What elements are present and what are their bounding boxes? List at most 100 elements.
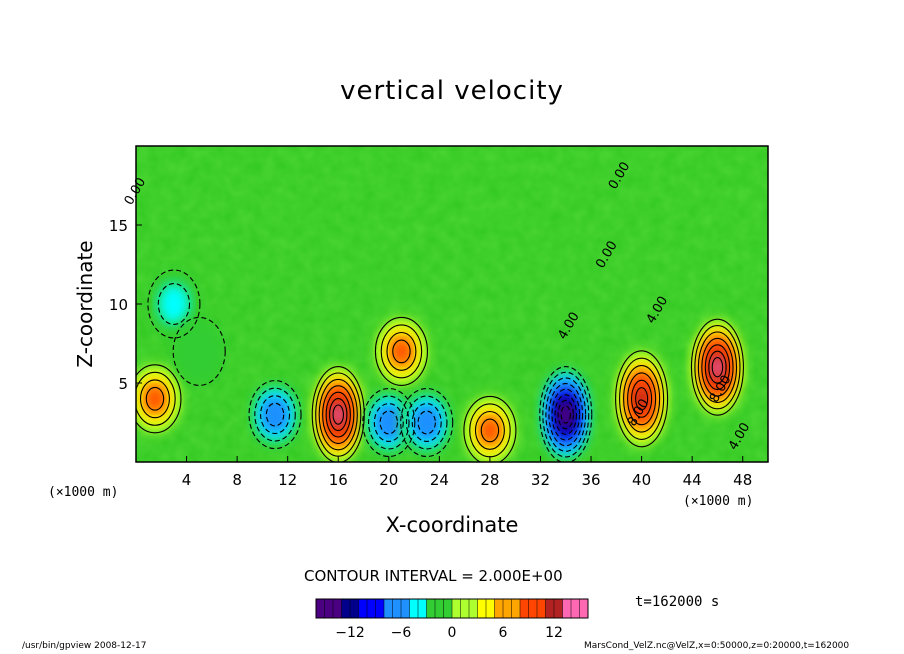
colorbar-swatch bbox=[401, 599, 410, 618]
y-axis-label: Z-coordinate bbox=[73, 240, 97, 367]
colorbar-swatch bbox=[537, 599, 546, 618]
y-axis-ticks: 5 10 15 bbox=[109, 217, 142, 393]
x-axis-ticks: 4 8 12 16 20 24 28 32 36 40 44 48 bbox=[182, 456, 752, 489]
contour-line bbox=[690, 318, 744, 416]
x-tick-label: 4 bbox=[182, 471, 192, 489]
colorbar-swatch bbox=[426, 599, 436, 618]
colorbar-swatch bbox=[562, 599, 572, 618]
contour-line bbox=[374, 316, 428, 386]
cell-band bbox=[392, 340, 411, 363]
x-unit-left: (×1000 m) bbox=[48, 485, 118, 500]
plot-area bbox=[136, 146, 768, 462]
contour-line bbox=[265, 402, 285, 427]
y-tick-label: 15 bbox=[109, 217, 128, 235]
colorbar-swatch bbox=[520, 599, 529, 618]
contour-line bbox=[379, 410, 399, 435]
colorbar-swatch bbox=[435, 599, 444, 618]
contour-line bbox=[551, 388, 581, 441]
time-label: t=162000 s bbox=[635, 594, 720, 610]
contour-line bbox=[615, 350, 669, 448]
colorbar-swatch bbox=[350, 599, 359, 618]
contour-line bbox=[147, 269, 201, 339]
colorbar-swatch bbox=[554, 599, 563, 618]
contour-line bbox=[704, 344, 731, 391]
cell-band bbox=[266, 403, 284, 426]
colorbar-swatch bbox=[486, 599, 495, 618]
contour-line bbox=[400, 387, 454, 458]
contour-line bbox=[329, 398, 348, 432]
contour-line bbox=[136, 364, 182, 434]
cell-band bbox=[158, 283, 190, 325]
contour-line bbox=[311, 366, 365, 462]
cell-band bbox=[561, 406, 571, 424]
colorbar-swatch bbox=[341, 599, 351, 618]
contour-line bbox=[362, 387, 416, 458]
colorbar-swatch bbox=[367, 599, 376, 618]
cell-band bbox=[635, 387, 648, 410]
chart-title: vertical velocity bbox=[340, 76, 564, 106]
contour-line bbox=[711, 357, 724, 378]
colorbar-frame bbox=[315, 598, 589, 619]
cell-band bbox=[481, 419, 499, 442]
x-tick-label: 44 bbox=[683, 471, 702, 489]
x-axis-label: X-coordinate bbox=[385, 513, 519, 537]
contour-line bbox=[405, 395, 448, 450]
colorbar bbox=[315, 598, 589, 619]
x-tick-label: 8 bbox=[232, 471, 242, 489]
colorbar-swatch bbox=[477, 599, 487, 618]
x-tick-label: 48 bbox=[733, 471, 752, 489]
x-tick-label: 40 bbox=[632, 471, 651, 489]
colorbar-swatch bbox=[494, 599, 504, 618]
colorbar-swatch bbox=[384, 599, 393, 618]
contour-line bbox=[157, 283, 191, 325]
colorbar-swatch bbox=[503, 599, 512, 618]
colorbar-tick-label: 0 bbox=[448, 625, 457, 641]
colorbar-swatch bbox=[409, 599, 419, 618]
contour-line bbox=[545, 377, 587, 452]
contour-line bbox=[635, 387, 649, 411]
contour-line bbox=[332, 404, 344, 425]
colorbar-tick-label: 12 bbox=[545, 625, 563, 641]
contour-line bbox=[322, 385, 355, 444]
contour-line bbox=[248, 380, 302, 450]
colorbar-swatch bbox=[528, 599, 538, 618]
contour-line bbox=[701, 337, 734, 397]
y-tick-label: 5 bbox=[118, 375, 128, 393]
contour-line bbox=[694, 325, 741, 410]
contour-line bbox=[386, 331, 417, 371]
contour-line bbox=[380, 324, 423, 379]
colorbar-ticks: −12 −6 0 6 12 bbox=[335, 625, 563, 641]
contour-line bbox=[368, 395, 410, 450]
contour-line bbox=[619, 357, 665, 440]
cell-band bbox=[146, 387, 164, 411]
footer-program: /usr/bin/gpview 2008-12-17 bbox=[22, 641, 147, 651]
colorbar-tick-label: −12 bbox=[335, 625, 365, 641]
contour-lines bbox=[136, 269, 744, 462]
colorbar-swatch bbox=[571, 599, 580, 618]
colorbar-swatch bbox=[375, 599, 385, 618]
contour-line bbox=[708, 350, 727, 384]
colorbar-swatch bbox=[545, 599, 555, 618]
colorbar-swatch bbox=[511, 599, 521, 618]
contour-line bbox=[554, 394, 578, 435]
colorbar-tick-label: −6 bbox=[391, 625, 412, 641]
colorbar-tick-label: 6 bbox=[499, 625, 508, 641]
colorbar-swatch bbox=[443, 599, 453, 618]
colorbar-swatch bbox=[460, 599, 470, 618]
velocity-cell-0 bbox=[136, 364, 181, 433]
contour-line bbox=[392, 339, 411, 364]
contour-line bbox=[325, 391, 351, 438]
y-tick-label: 10 bbox=[109, 296, 128, 314]
cell-band bbox=[418, 411, 436, 434]
colorbar-swatch bbox=[358, 599, 368, 618]
contour-line bbox=[474, 410, 505, 450]
contour-line bbox=[627, 372, 657, 426]
cell-band bbox=[712, 357, 723, 377]
contour-line bbox=[560, 405, 571, 424]
contour-line bbox=[254, 387, 296, 442]
contour-line bbox=[480, 418, 500, 443]
contour-line bbox=[548, 382, 584, 447]
contour-line bbox=[557, 399, 574, 430]
contour-line bbox=[623, 365, 661, 433]
